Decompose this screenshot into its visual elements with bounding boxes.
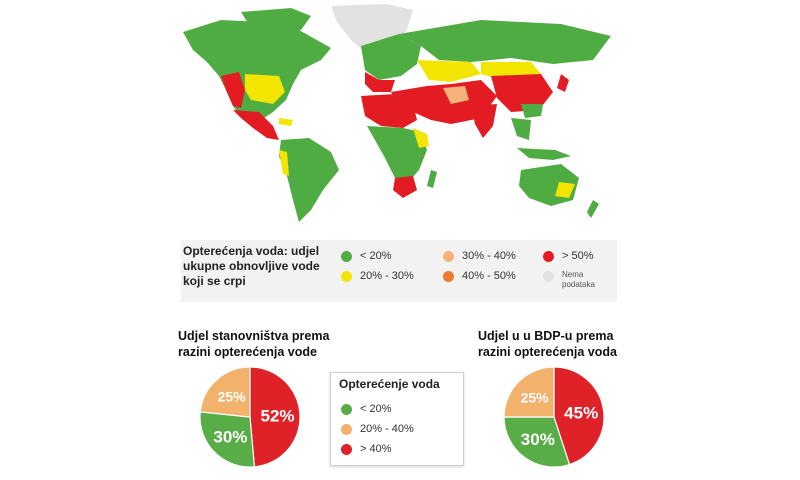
region-southeast-asia xyxy=(511,118,531,140)
pie-left-title: Udjel stanovništva prema razini optereće… xyxy=(178,329,330,359)
legend-swatch xyxy=(341,251,352,262)
pie-slice xyxy=(503,366,555,418)
region-china xyxy=(491,74,553,112)
legend-item-20-30: 20% - 30% xyxy=(341,270,414,282)
region-southeast-australia xyxy=(555,182,575,198)
region-east-africa xyxy=(413,128,429,148)
pie-legend: Opterećenje voda < 20% 20% - 40% > 40% xyxy=(330,372,464,466)
pie-legend-item-mid: 20% - 40% xyxy=(341,423,414,435)
legend-label: 20% - 30% xyxy=(360,270,414,282)
region-central-us xyxy=(245,74,285,104)
pie-slice-label: 25% xyxy=(218,389,247,405)
legend-item-40-50: 40% - 50% xyxy=(443,270,516,282)
pie-slice xyxy=(199,411,256,468)
region-middle-east xyxy=(391,80,497,124)
pie-legend-label: > 40% xyxy=(360,443,392,455)
pie-legend-label: 20% - 40% xyxy=(360,423,414,435)
legend-item-no-data: Nema podataka xyxy=(543,270,604,290)
pie-slice-label: 30% xyxy=(521,430,555,449)
region-iran xyxy=(443,86,469,104)
pie-legend-title: Opterećenje voda xyxy=(339,377,440,391)
region-southern-africa xyxy=(393,176,417,198)
legend-label: < 20% xyxy=(360,250,392,262)
legend-label: 40% - 50% xyxy=(462,270,516,282)
region-india xyxy=(471,104,497,138)
region-north-africa xyxy=(361,94,417,128)
pie-legend-swatch xyxy=(341,444,352,455)
pie-slice xyxy=(553,366,605,466)
region-indonesia xyxy=(517,148,571,160)
region-southern-europe xyxy=(365,72,395,92)
legend-label: 30% - 40% xyxy=(462,250,516,262)
pie-slice xyxy=(199,366,251,418)
region-central-africa xyxy=(367,126,427,184)
pie-legend-item-high: > 40% xyxy=(341,443,392,455)
legend-item-gt50: > 50% xyxy=(543,250,594,262)
region-north-america xyxy=(183,20,331,120)
region-southeast-china xyxy=(521,104,543,118)
legend-item-lt20: < 20% xyxy=(341,250,392,262)
region-andes-coast xyxy=(279,150,289,176)
legend-swatch xyxy=(543,271,554,282)
region-europe xyxy=(361,34,421,80)
legend-swatch xyxy=(443,251,454,262)
legend-label: Nema podataka xyxy=(562,270,595,289)
world-map-svg xyxy=(183,4,611,222)
pie-chart-population: 52% 30% 25% xyxy=(199,366,301,468)
pie-chart-gdp: 45% 30% 25% xyxy=(503,366,605,468)
pie-legend-label: < 20% xyxy=(360,403,392,415)
region-caribbean xyxy=(279,118,293,126)
legend-label: > 50% xyxy=(562,250,594,262)
region-western-us xyxy=(221,72,245,108)
legend-swatch xyxy=(443,271,454,282)
region-russia xyxy=(399,20,611,64)
pie-legend-swatch xyxy=(341,404,352,415)
world-water-stress-map xyxy=(181,0,617,240)
pie-slice xyxy=(503,416,571,468)
region-japan xyxy=(557,74,569,92)
pie-right-title: Udjel u u BDP-u prema razini opterećenja… xyxy=(478,329,617,359)
region-south-america xyxy=(279,138,339,222)
pie-legend-swatch xyxy=(341,424,352,435)
legend-item-30-40: 30% - 40% xyxy=(443,250,516,262)
map-legend: Opterećenja voda: udjel ukupne obnovljiv… xyxy=(181,240,617,302)
region-new-zealand xyxy=(587,200,599,218)
pie-slice-label: 30% xyxy=(213,427,247,446)
legend-swatch xyxy=(543,251,554,262)
map-legend-title: Opterećenja voda: udjel ukupne obnovljiv… xyxy=(183,244,320,288)
pie-slice xyxy=(249,366,301,468)
pie-legend-item-low: < 20% xyxy=(341,403,392,415)
region-madagascar xyxy=(427,170,437,188)
pie-slice-label: 25% xyxy=(521,390,550,406)
pie-slice-label: 45% xyxy=(564,404,598,423)
region-mexico xyxy=(233,110,279,140)
region-central-asia-yellow xyxy=(417,60,481,82)
pie-slice-label: 52% xyxy=(260,407,294,426)
legend-swatch xyxy=(341,271,352,282)
